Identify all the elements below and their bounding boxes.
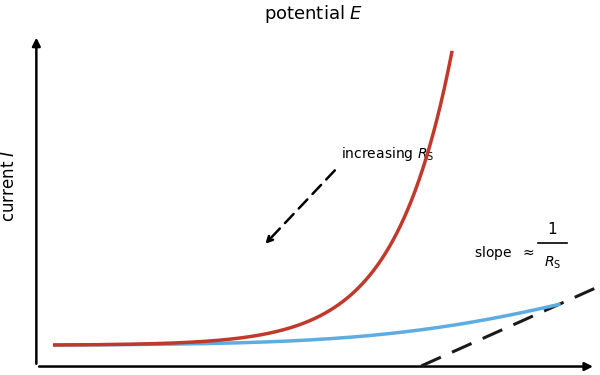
Text: $R_\mathrm{S}$: $R_\mathrm{S}$ <box>544 255 561 271</box>
Text: potential $E$: potential $E$ <box>264 3 364 25</box>
Text: increasing $R_\mathrm{S}$: increasing $R_\mathrm{S}$ <box>341 145 434 163</box>
Text: slope  $\approx$: slope $\approx$ <box>475 244 535 262</box>
Text: $1$: $1$ <box>547 221 557 237</box>
Text: current $I$: current $I$ <box>0 150 18 222</box>
